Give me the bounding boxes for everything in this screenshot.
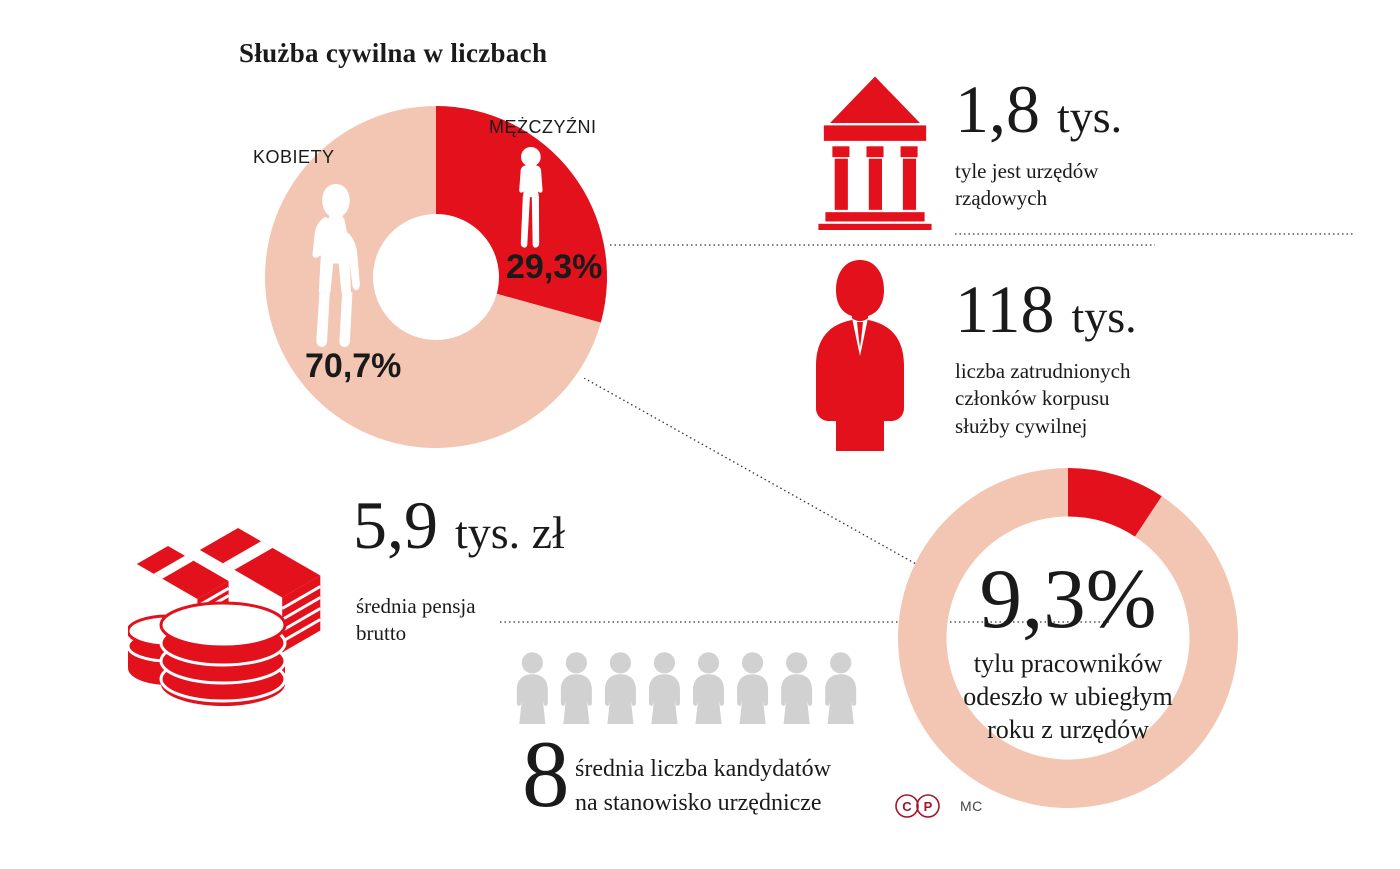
svg-text:odeszło w ubiegłym: odeszło w ubiegłym (963, 682, 1172, 711)
svg-text:29,3%: 29,3% (506, 248, 602, 286)
svg-text:MC: MC (960, 798, 983, 814)
svg-text:roku z urzędów: roku z urzędów (987, 715, 1149, 744)
svg-text:70,7%: 70,7% (305, 347, 401, 385)
svg-text:P: P (924, 799, 933, 814)
svg-text:tylu pracowników: tylu pracowników (973, 649, 1162, 678)
svg-text:9,3%: 9,3% (979, 552, 1156, 646)
svg-text:C: C (902, 799, 912, 814)
